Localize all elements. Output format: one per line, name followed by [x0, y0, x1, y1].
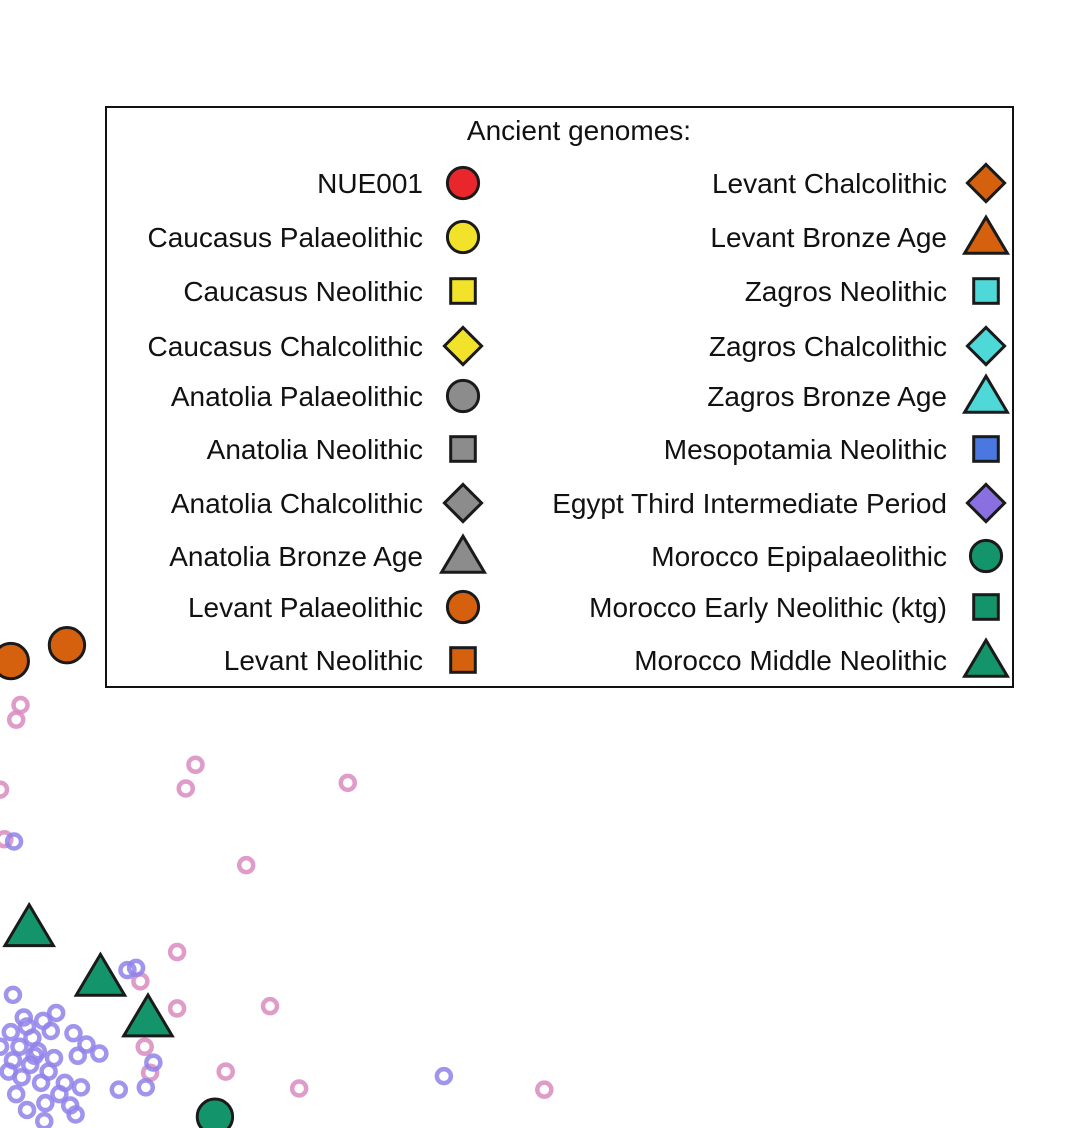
legend-circle-icon — [445, 165, 481, 201]
data-point — [71, 1078, 91, 1097]
data-point — [36, 1093, 55, 1113]
data-point — [1, 1022, 21, 1042]
data-point — [0, 829, 14, 849]
data-point — [236, 855, 256, 875]
legend-entry-label: Caucasus Palaeolithic — [148, 222, 424, 253]
data-point — [14, 1008, 34, 1027]
legend-entry-label: Anatolia Palaeolithic — [171, 381, 423, 412]
data-point-triangle — [121, 992, 175, 1038]
data-point — [11, 695, 30, 715]
data-point — [25, 1046, 44, 1066]
legend-diamond-icon — [442, 325, 484, 367]
data-point — [186, 755, 205, 775]
data-point — [109, 1080, 129, 1099]
data-point — [144, 1053, 163, 1072]
data-point — [46, 1003, 66, 1023]
data-point — [126, 958, 146, 978]
legend-entry-label: Anatolia Chalcolithic — [171, 488, 423, 519]
data-point-circle — [0, 641, 30, 681]
legend-box — [105, 106, 1014, 688]
data-point — [136, 1078, 156, 1097]
legend-title: Ancient genomes: — [467, 115, 691, 146]
legend-square-icon — [972, 435, 1000, 463]
data-point — [0, 1062, 18, 1081]
data-point — [68, 1046, 88, 1066]
legend-entry-label: Levant Bronze Age — [710, 222, 947, 253]
legend-circle-icon — [968, 538, 1004, 574]
data-point — [31, 1073, 51, 1093]
legend-entry-label: Caucasus Neolithic — [183, 276, 423, 307]
legend-entry-label: Levant Neolithic — [224, 645, 423, 676]
legend-square-icon — [449, 435, 477, 463]
data-point-triangle — [73, 951, 128, 997]
legend-square-icon — [449, 646, 477, 674]
data-point — [0, 1037, 10, 1057]
legend-entry-label: Morocco Early Neolithic (ktg) — [589, 592, 947, 623]
data-point — [17, 1100, 37, 1120]
data-point — [535, 1080, 554, 1099]
legend: Ancient genomes: NUE001 Caucasus Palaeoli… — [105, 106, 1014, 688]
data-point — [434, 1066, 454, 1086]
legend-diamond-icon — [965, 162, 1007, 204]
data-point — [0, 780, 10, 799]
data-point — [167, 942, 187, 962]
legend-entry-label: Levant Chalcolithic — [712, 168, 947, 199]
data-point — [167, 999, 187, 1018]
data-point — [6, 710, 26, 729]
data-point — [176, 779, 196, 798]
data-point — [6, 1084, 26, 1104]
legend-square-icon — [449, 277, 477, 305]
data-point — [66, 1105, 85, 1124]
legend-entry-label: Morocco Epipalaeolithic — [651, 541, 947, 572]
legend-entry-label: Zagros Chalcolithic — [709, 331, 947, 362]
legend-diamond-icon — [442, 482, 484, 524]
data-point — [77, 1035, 96, 1054]
data-point — [135, 1037, 154, 1057]
data-point — [90, 1044, 109, 1063]
data-point-circle — [195, 1097, 235, 1128]
legend-triangle-icon — [961, 214, 1011, 255]
data-point — [4, 832, 24, 851]
legend-entry-label: Egypt Third Intermediate Period — [552, 488, 947, 519]
legend-circle-icon — [445, 378, 481, 414]
legend-triangle-icon — [961, 637, 1011, 678]
data-point-circle — [47, 626, 87, 665]
legend-entry-label: Anatolia Bronze Age — [169, 541, 423, 572]
data-point — [260, 996, 280, 1016]
legend-entry-label: Levant Palaeolithic — [188, 592, 423, 623]
legend-diamond-icon — [965, 325, 1007, 367]
data-point — [338, 773, 358, 793]
legend-entry-label: Zagros Neolithic — [745, 276, 947, 307]
data-point — [3, 985, 23, 1005]
data-point — [35, 1111, 54, 1128]
legend-entry-label: Zagros Bronze Age — [707, 381, 947, 412]
legend-diamond-icon — [965, 482, 1007, 524]
legend-square-icon — [972, 277, 1000, 305]
legend-circle-icon — [445, 589, 481, 625]
data-point — [118, 960, 137, 980]
data-point-triangle — [2, 901, 57, 948]
data-point — [41, 1021, 61, 1041]
data-point — [216, 1062, 235, 1081]
data-point — [289, 1079, 309, 1098]
legend-entry-label: Mesopotamia Neolithic — [664, 434, 947, 465]
legend-entry-label: Anatolia Neolithic — [207, 434, 423, 465]
legend-entry-label: Morocco Middle Neolithic — [634, 645, 947, 676]
legend-square-icon — [972, 593, 1000, 621]
legend-circle-icon — [445, 219, 481, 255]
legend-triangle-icon — [438, 533, 488, 574]
legend-triangle-icon — [961, 373, 1011, 414]
points-layer — [0, 626, 554, 1128]
legend-entry-label: Caucasus Chalcolithic — [148, 331, 423, 362]
data-point — [50, 1084, 69, 1104]
legend-entry-label: NUE001 — [317, 168, 423, 199]
data-point — [64, 1023, 83, 1043]
